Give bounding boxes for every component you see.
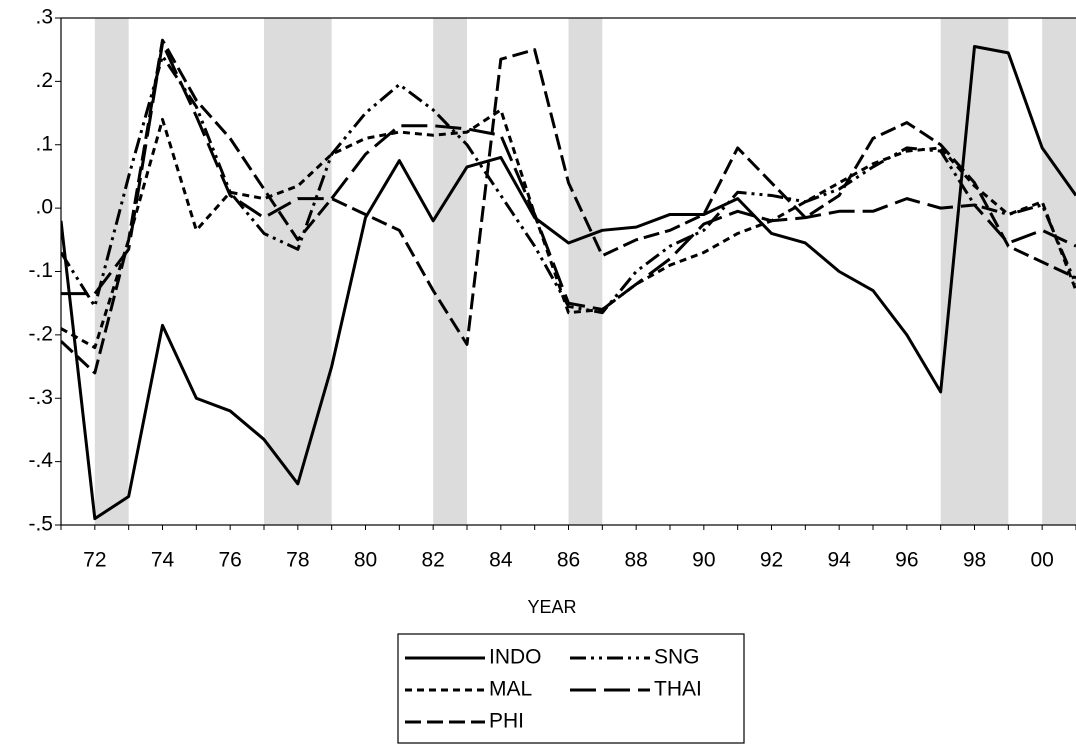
x-tick-label: 72 [83, 549, 106, 572]
x-tick-label: 86 [557, 549, 580, 572]
y-tick-label: -.5 [28, 513, 53, 536]
x-tick-label: 82 [421, 549, 444, 572]
x-tick-label: 92 [760, 549, 783, 572]
y-tick-label: -.1 [28, 259, 53, 282]
x-axis-label: YEAR [527, 597, 576, 617]
legend-label: PHI [489, 710, 524, 733]
x-tick-label: 96 [895, 549, 918, 572]
y-tick-label: .2 [35, 69, 53, 92]
y-tick-label: .0 [35, 196, 53, 219]
series-line [61, 38, 1076, 375]
series-line [61, 45, 1076, 521]
x-tick-label: 00 [1030, 549, 1053, 572]
x-tick-label: 84 [489, 549, 513, 572]
shaded-band [264, 18, 332, 525]
y-tick-label: .1 [35, 132, 53, 155]
x-tick-label: 98 [963, 549, 986, 572]
shaded-band [940, 18, 1009, 525]
y-tick-label: -.4 [28, 449, 53, 472]
x-tick-label: 90 [692, 549, 715, 572]
series-group [61, 38, 1076, 521]
shaded-band [568, 18, 603, 525]
x-tick-label: 80 [354, 549, 377, 572]
legend-label: THAI [654, 678, 702, 701]
legend-label: SNG [654, 646, 700, 669]
x-tick-label: 94 [827, 549, 851, 572]
y-tick-label: -.2 [28, 322, 53, 345]
shaded-band [94, 18, 129, 525]
x-tick-label: 78 [286, 549, 309, 572]
legend-label: INDO [489, 646, 542, 669]
legend-label: MAL [489, 678, 532, 701]
series-line [61, 41, 1076, 312]
x-tick-label: 74 [151, 549, 175, 572]
x-tick-label: 88 [624, 549, 647, 572]
shaded-band [433, 18, 467, 525]
y-tick-label: .3 [35, 6, 53, 29]
y-tick-label: -.3 [28, 386, 53, 409]
x-tick-label: 76 [218, 549, 241, 572]
series-line [61, 108, 1076, 350]
